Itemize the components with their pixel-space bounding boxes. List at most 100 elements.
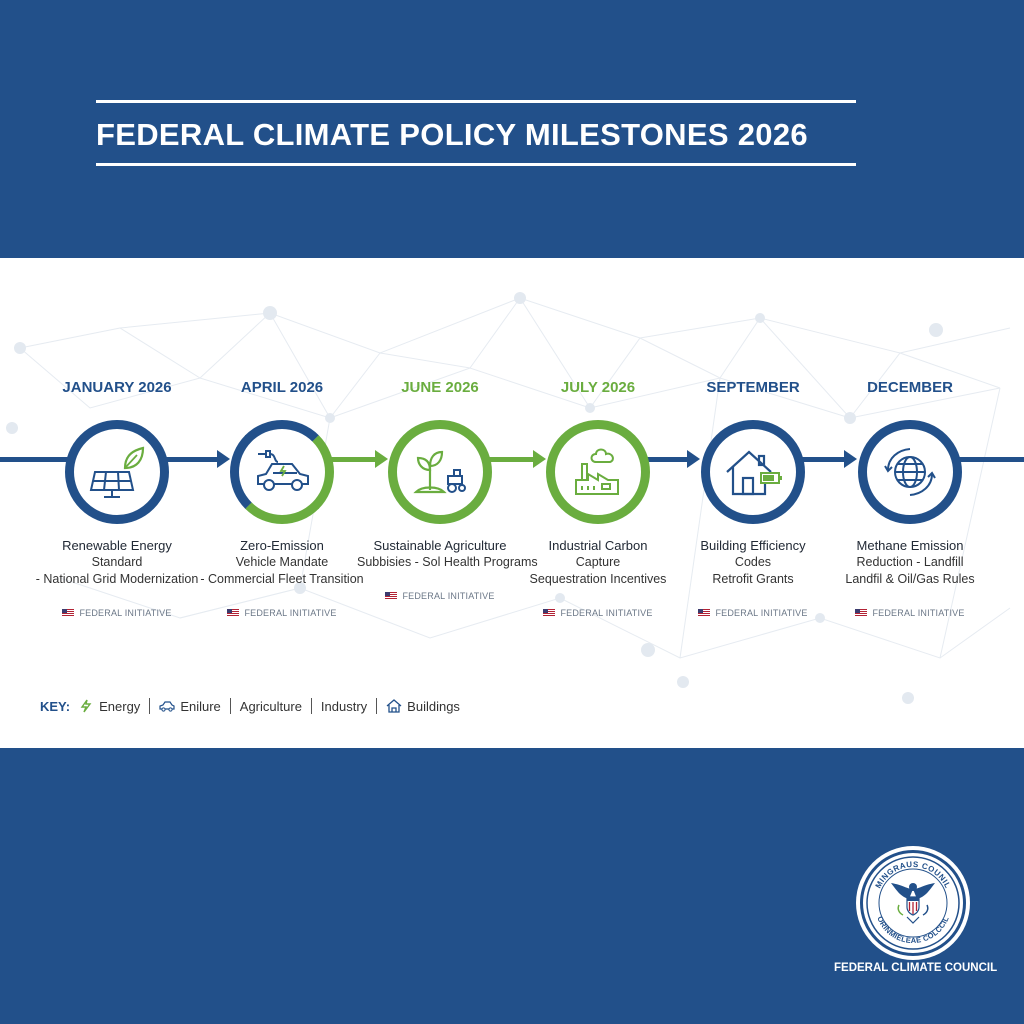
initiative-tag-label: FEDERAL INITIATIVE [244,608,337,618]
milestone-title: Renewable Energy [62,538,172,553]
title-rule-top [96,100,856,103]
initiative-tag-label: FEDERAL INITIATIVE [79,608,172,618]
milestone-subtitle: Standard [91,555,143,569]
page-title: FEDERAL CLIMATE POLICY MILESTONES 2026 [96,117,808,152]
milestone-icon-circle [858,420,962,524]
milestone-title: Industrial Carbon [548,538,648,553]
timeline-segment-2 [325,457,375,462]
milestone-april: APRIL 2026 Zero-Emission Vehicle Mandate… [199,378,365,618]
timeline-arrow-2 [375,450,388,468]
milestone-subtitle: Capture [575,555,621,569]
milestone-subtitle: Codes [734,555,772,569]
legend-label: KEY: [40,698,71,714]
legend-item-label: Enilure [180,698,221,714]
milestone-date: DECEMBER [867,379,953,396]
legend-item-label: Buildings [407,698,460,714]
legend-item-industry: Industry [321,699,367,714]
milestone-detail: Landfil & Oil/Gas Rules [845,572,975,586]
us-flag-icon [855,609,868,617]
legend-separator [229,698,231,714]
initiative-tag: FEDERAL INITIATIVE [357,591,523,601]
us-flag-icon [698,609,711,617]
legend-item-label: Energy [99,698,141,714]
timeline-panel: JANUARY 2026 Renewable Energy Standard -… [0,258,1024,748]
lightning-icon [80,699,92,713]
sprout-tractor-icon [413,450,466,494]
legend-item-label: Agriculture [239,698,302,714]
legend-item-buildings: Buildings [386,699,460,714]
us-flag-icon [62,609,75,617]
milestone-icon-circle [546,420,650,524]
milestone-title: Sustainable Agriculture [373,538,507,553]
legend-item-energy: Energy [78,699,140,714]
milestone-date: APRIL 2026 [240,379,324,396]
house-icon [386,699,402,713]
initiative-tag: FEDERAL INITIATIVE [199,608,365,618]
milestone-subtitle: Subbisies - Sol Health Programs [357,555,538,569]
title-rule-bottom [96,163,856,166]
initiative-tag-label: FEDERAL INITIATIVE [560,608,653,618]
milestone-detail: - Commercial Fleet Transition [200,572,364,586]
factory-icon [575,448,619,495]
milestone-icon-circle [230,420,334,524]
eagle-seal-icon: MINGRAUS COUNIL ORINMIELEAE COLCCIL [866,856,960,950]
timeline-arrow-5 [844,450,857,468]
legend-separator [149,698,151,714]
timeline-segment-5 [798,457,844,462]
initiative-tag-label: FEDERAL INITIATIVE [715,608,808,618]
milestone-title: Building Efficiency [700,538,806,553]
legend-item-agriculture: Agriculture [240,699,302,714]
milestone-date: JANUARY 2026 [62,379,172,396]
globe-cycle-icon [884,448,936,496]
timeline-segment-6 [957,457,1024,462]
timeline-arrow-1 [217,450,230,468]
initiative-tag: FEDERAL INITIATIVE [515,608,681,618]
legend-item-label: Industry [320,698,368,714]
timeline-segment-0 [0,457,80,462]
car-icon [159,701,175,712]
milestone-icon-circle [388,420,492,524]
milestone-icon-circle [701,420,805,524]
milestone-subtitle: Vehicle Mandate [235,555,329,569]
milestone-subtitle: Reduction - Landfill [856,555,964,569]
milestone-june: JUNE 2026 Sustainable Agriculture Subbis… [357,378,538,601]
initiative-tag-label: FEDERAL INITIATIVE [872,608,965,618]
council-seal: MINGRAUS COUNIL ORINMIELEAE COLCCIL [860,850,966,956]
timeline-segment-4 [641,457,687,462]
legend-separator [376,698,378,714]
milestone-icon-circle [65,420,169,524]
house-battery-icon [726,450,782,496]
milestone-detail: Sequestration Incentives [529,572,667,586]
milestone-detail: - National Grid Modernization [35,572,199,586]
footer-band [0,748,1024,1024]
us-flag-icon [385,592,398,600]
milestone-detail: Retrofit Grants [712,572,794,586]
initiative-tag: FEDERAL INITIATIVE [34,608,200,618]
solar-panel-leaf-icon [89,446,145,498]
milestone-date: SEPTEMBER [706,379,800,396]
header-band: FEDERAL CLIMATE POLICY MILESTONES 2026 [0,0,1024,258]
title-block: FEDERAL CLIMATE POLICY MILESTONES 2026 [96,100,856,166]
milestone-january: JANUARY 2026 Renewable Energy Standard -… [34,378,200,618]
timeline-arrow-4 [687,450,700,468]
network-background [6,292,1011,704]
timeline-segment-1 [165,457,217,462]
timeline-segment-3 [483,457,533,462]
us-flag-icon [543,609,556,617]
timeline-arrow-3 [533,450,546,468]
milestone-title: Methane Emission [856,538,964,553]
initiative-tag: FEDERAL INITIATIVE [827,608,993,618]
initiative-tag: FEDERAL INITIATIVE [670,608,836,618]
legend-separator [310,698,312,714]
milestone-september: SEPTEMBER Building Efficiency Codes Retr… [670,378,836,618]
us-flag-icon [227,609,240,617]
legend-key: KEY: Energy Enilure Agriculture Industry… [40,698,460,714]
milestone-july: JULY 2026 Industrial Carbon Capture Sequ… [515,378,681,618]
milestone-title: Zero-Emission [240,538,324,553]
milestone-date: JUNE 2026 [401,379,479,396]
electric-car-icon [257,450,309,491]
council-name: FEDERAL CLIMATE COUNCIL [834,962,998,974]
milestone-date: JULY 2026 [560,379,636,396]
legend-item-transport: Enilure [159,698,221,714]
initiative-tag-label: FEDERAL INITIATIVE [402,591,495,601]
